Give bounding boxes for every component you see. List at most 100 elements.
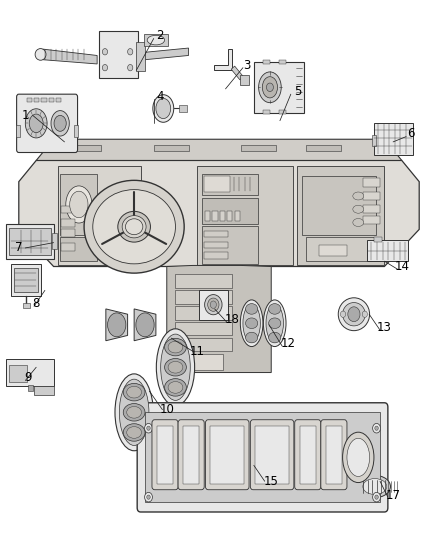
Bar bbox=[254, 62, 304, 113]
Bar bbox=[61, 206, 74, 214]
Polygon shape bbox=[34, 386, 53, 395]
Ellipse shape bbox=[165, 338, 186, 356]
Ellipse shape bbox=[123, 403, 145, 421]
Bar bbox=[201, 174, 258, 195]
Circle shape bbox=[127, 64, 133, 71]
Ellipse shape bbox=[347, 438, 370, 477]
Text: 7: 7 bbox=[15, 241, 22, 254]
Ellipse shape bbox=[136, 313, 154, 337]
Bar bbox=[154, 144, 188, 151]
Bar bbox=[74, 125, 78, 136]
Bar bbox=[367, 240, 408, 261]
Ellipse shape bbox=[258, 72, 281, 103]
Text: 9: 9 bbox=[24, 372, 31, 384]
Bar bbox=[262, 110, 270, 114]
FancyBboxPatch shape bbox=[152, 419, 178, 490]
Circle shape bbox=[127, 49, 133, 55]
Polygon shape bbox=[58, 166, 141, 265]
Bar bbox=[42, 98, 47, 102]
Ellipse shape bbox=[115, 374, 153, 451]
Bar bbox=[176, 306, 232, 319]
Bar bbox=[306, 237, 380, 261]
Bar bbox=[61, 229, 74, 237]
Bar bbox=[235, 212, 240, 221]
Text: 15: 15 bbox=[264, 475, 279, 488]
Ellipse shape bbox=[262, 77, 278, 98]
Bar bbox=[199, 290, 228, 319]
Bar bbox=[255, 425, 289, 484]
Bar bbox=[204, 241, 228, 248]
Bar bbox=[212, 212, 218, 221]
Ellipse shape bbox=[343, 432, 374, 482]
Bar bbox=[374, 237, 382, 241]
Bar bbox=[61, 219, 74, 227]
Ellipse shape bbox=[353, 192, 364, 200]
Ellipse shape bbox=[93, 190, 176, 264]
Bar bbox=[300, 425, 316, 484]
Bar bbox=[325, 425, 342, 484]
Text: 4: 4 bbox=[156, 90, 164, 103]
Bar bbox=[27, 98, 32, 102]
Bar bbox=[363, 192, 380, 200]
Ellipse shape bbox=[165, 378, 186, 396]
Ellipse shape bbox=[359, 475, 391, 498]
Ellipse shape bbox=[268, 318, 281, 328]
Bar bbox=[56, 98, 61, 102]
Polygon shape bbox=[167, 265, 271, 373]
Bar bbox=[6, 359, 53, 386]
Ellipse shape bbox=[125, 219, 143, 235]
Text: 14: 14 bbox=[394, 260, 409, 273]
Polygon shape bbox=[36, 139, 402, 160]
Bar bbox=[184, 354, 223, 370]
Bar bbox=[279, 110, 286, 114]
FancyBboxPatch shape bbox=[321, 419, 347, 490]
Ellipse shape bbox=[118, 212, 150, 242]
Bar bbox=[240, 75, 250, 85]
Text: 11: 11 bbox=[190, 345, 205, 358]
Bar bbox=[204, 176, 230, 192]
Ellipse shape bbox=[127, 386, 141, 398]
Circle shape bbox=[373, 423, 381, 433]
Polygon shape bbox=[214, 49, 232, 70]
Text: 10: 10 bbox=[159, 403, 174, 416]
Bar bbox=[374, 123, 413, 155]
Bar bbox=[205, 212, 210, 221]
Ellipse shape bbox=[29, 114, 43, 133]
Bar bbox=[201, 226, 258, 264]
Circle shape bbox=[362, 311, 367, 317]
Polygon shape bbox=[134, 309, 156, 341]
Polygon shape bbox=[197, 166, 293, 265]
Text: 13: 13 bbox=[377, 321, 392, 334]
Ellipse shape bbox=[123, 383, 145, 401]
Bar bbox=[363, 179, 380, 187]
Ellipse shape bbox=[208, 298, 219, 311]
Ellipse shape bbox=[246, 318, 258, 328]
Polygon shape bbox=[43, 49, 97, 64]
Bar bbox=[204, 231, 228, 237]
Bar bbox=[204, 252, 228, 259]
Circle shape bbox=[348, 307, 360, 321]
Ellipse shape bbox=[156, 99, 171, 118]
Ellipse shape bbox=[119, 379, 149, 446]
Ellipse shape bbox=[343, 303, 365, 326]
Bar bbox=[23, 303, 30, 308]
FancyBboxPatch shape bbox=[17, 94, 78, 152]
Circle shape bbox=[102, 64, 108, 71]
Ellipse shape bbox=[205, 295, 222, 315]
Text: 3: 3 bbox=[244, 59, 251, 71]
Circle shape bbox=[266, 83, 273, 92]
Text: 5: 5 bbox=[293, 85, 301, 98]
Bar bbox=[363, 216, 380, 224]
Bar bbox=[302, 176, 376, 235]
Bar bbox=[220, 212, 225, 221]
Bar bbox=[60, 174, 97, 235]
Polygon shape bbox=[115, 251, 149, 265]
Bar bbox=[145, 413, 380, 503]
Ellipse shape bbox=[263, 300, 286, 346]
Circle shape bbox=[375, 426, 378, 430]
Bar bbox=[14, 268, 38, 292]
Ellipse shape bbox=[168, 382, 183, 393]
Ellipse shape bbox=[168, 361, 183, 373]
Bar bbox=[179, 106, 187, 112]
Bar bbox=[34, 98, 39, 102]
